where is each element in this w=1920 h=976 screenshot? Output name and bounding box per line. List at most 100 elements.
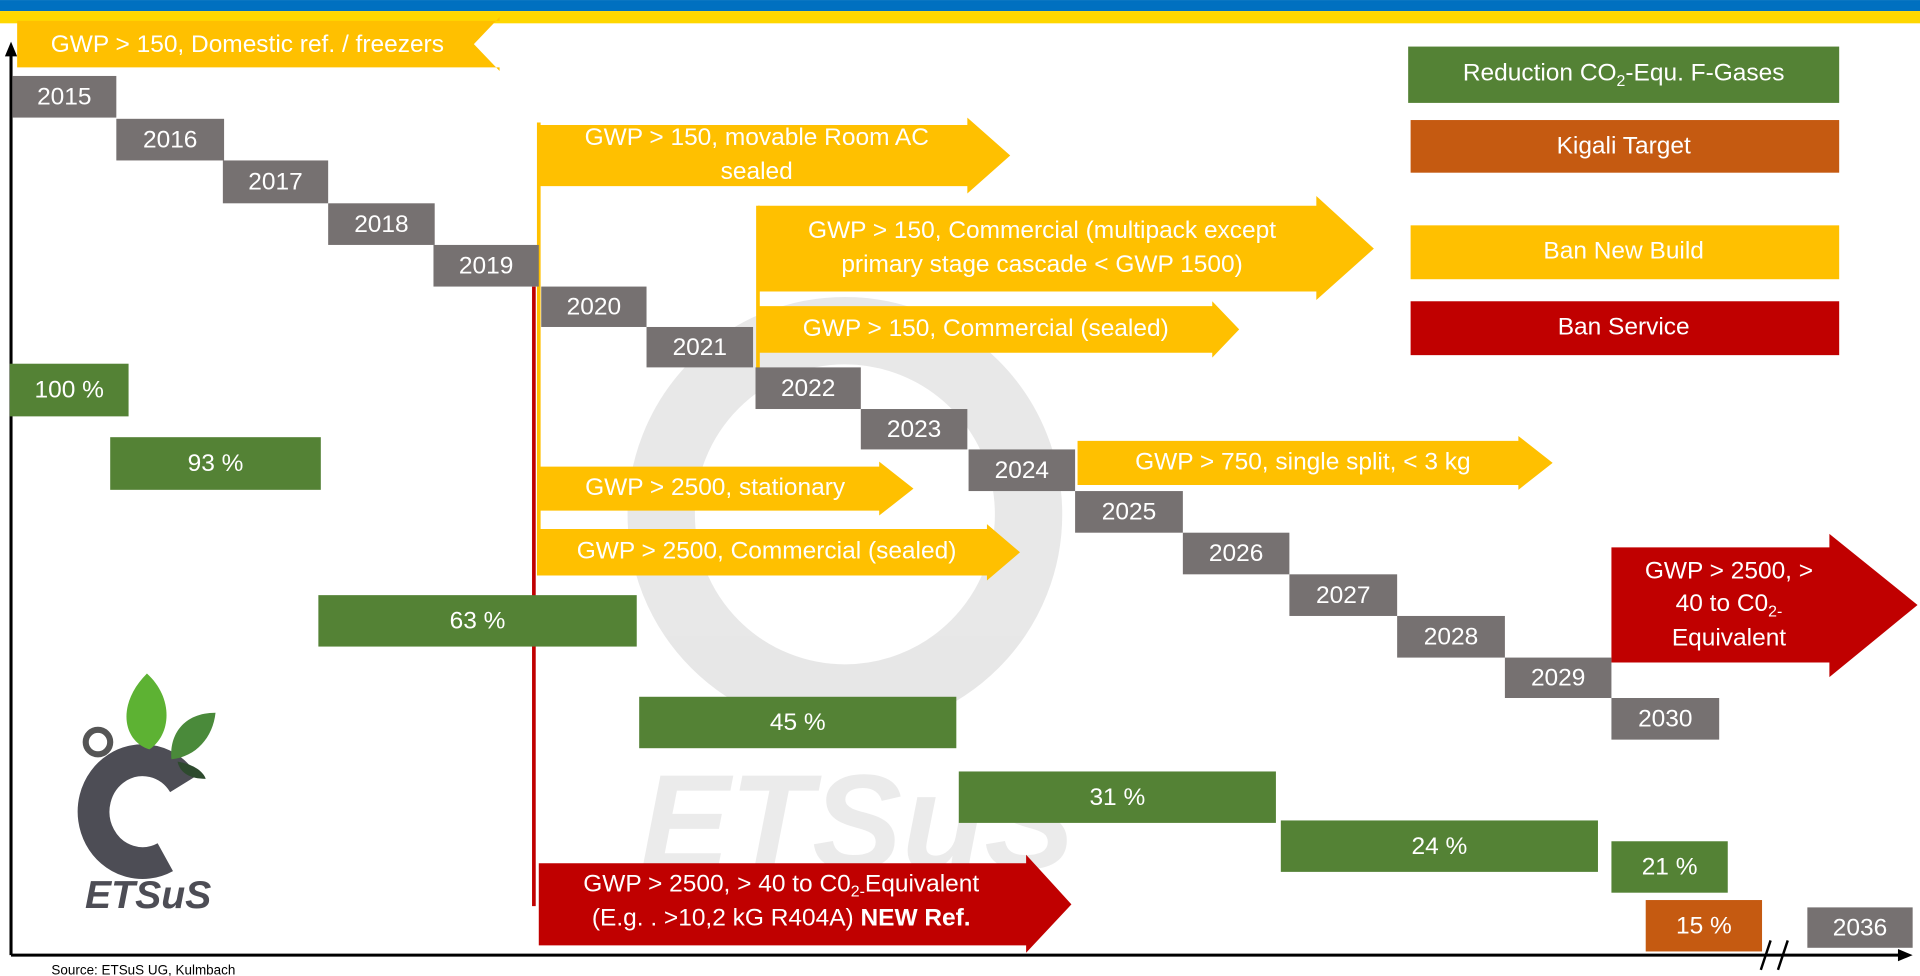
arrow bbox=[538, 854, 1072, 953]
year-box-label: 2029 bbox=[1531, 664, 1585, 691]
year-box-label: 2036 bbox=[1833, 914, 1887, 941]
arrow-text: Equivalent bbox=[1672, 625, 1786, 652]
logo-leaf bbox=[126, 673, 167, 750]
year-box-label: 2016 bbox=[143, 126, 197, 153]
year-box-label: 2020 bbox=[567, 293, 621, 320]
text-subscript: 2 bbox=[1617, 73, 1626, 90]
year-box-label: 2023 bbox=[887, 416, 941, 443]
reduction-box-label: 21 % bbox=[1642, 854, 1698, 881]
arrow bbox=[538, 461, 914, 516]
year-box bbox=[646, 326, 754, 368]
logo-c bbox=[77, 744, 198, 879]
text-subscript: 2- bbox=[851, 884, 865, 901]
year-box bbox=[541, 286, 647, 327]
year-box-label: 2022 bbox=[781, 375, 835, 402]
reduction-box bbox=[110, 437, 321, 490]
year-box bbox=[968, 449, 1076, 492]
text-bold: NEW Ref. bbox=[860, 905, 970, 932]
source: Source: ETSuS UG, Kulmbach bbox=[51, 963, 235, 976]
year-box-label: 2021 bbox=[673, 334, 727, 361]
arrow-text: GWP > 150, Domestic ref. / freezers bbox=[51, 31, 444, 58]
year-box bbox=[860, 409, 968, 450]
reduction-box-label: 93 % bbox=[188, 450, 244, 477]
reduction-box-label: 63 % bbox=[450, 608, 506, 635]
arrow bbox=[538, 117, 1011, 194]
legend-swatch bbox=[1410, 120, 1840, 173]
arrow-text: 40 to C02- bbox=[1676, 590, 1783, 620]
arrow-text: GWP > 750, single split, < 3 kg bbox=[1135, 448, 1471, 475]
logo: ETSuS bbox=[77, 673, 216, 917]
reduction-box-label: 24 % bbox=[1411, 833, 1467, 860]
year-box-label: 2017 bbox=[248, 169, 302, 196]
legend-swatch bbox=[1410, 225, 1840, 280]
axis-break bbox=[1776, 940, 1789, 971]
top-band-blue bbox=[0, 0, 1920, 12]
arrow-text: GWP > 2500, > 40 to C02-Equivalent bbox=[583, 871, 979, 901]
y-axis-head bbox=[4, 41, 18, 57]
year-box bbox=[222, 160, 329, 204]
logo-leaf bbox=[177, 761, 206, 779]
year-box bbox=[12, 75, 117, 118]
kigali-box-label: 15 % bbox=[1676, 912, 1732, 939]
reduction-box bbox=[1280, 820, 1598, 872]
axis-break bbox=[1759, 940, 1772, 971]
year-box-label: 2028 bbox=[1424, 623, 1478, 650]
reduction-box bbox=[9, 363, 129, 417]
arrow-text: GWP > 2500, stationary bbox=[585, 474, 846, 501]
arrow-text: GWP > 150, Commercial (multipack except bbox=[808, 217, 1276, 244]
top-band-yellow bbox=[0, 11, 1920, 24]
logo-text: ETSuS bbox=[85, 874, 211, 917]
arrow bbox=[757, 301, 1240, 358]
text-part: Reduction CO bbox=[1463, 60, 1617, 87]
legend-text: Kigali Target bbox=[1557, 132, 1691, 159]
legend-text: Ban Service bbox=[1558, 314, 1690, 341]
year-box bbox=[1504, 657, 1612, 698]
arrow bbox=[17, 17, 500, 72]
year-box bbox=[1611, 698, 1720, 740]
year-box-label: 2025 bbox=[1102, 499, 1156, 526]
legend-swatch bbox=[1408, 46, 1840, 103]
logo-leaf bbox=[171, 712, 216, 760]
year-box-label: 2015 bbox=[37, 83, 91, 110]
text-part: (E.g. . >10,2 kG R404A) bbox=[592, 905, 861, 932]
legend-swatch bbox=[1410, 301, 1840, 356]
arrow-text: GWP > 150, Commercial (sealed) bbox=[803, 315, 1169, 342]
x-axis-head bbox=[1897, 949, 1913, 962]
arrow-text: GWP > 2500, Commercial (sealed) bbox=[577, 538, 957, 565]
year-box-label: 2027 bbox=[1316, 582, 1370, 609]
arrow-text: primary stage cascade < GWP 1500) bbox=[841, 251, 1242, 278]
arrow bbox=[1611, 533, 1918, 678]
year-box-label: 2019 bbox=[459, 252, 513, 279]
arrow-text: (E.g. . >10,2 kG R404A) NEW Ref. bbox=[592, 905, 971, 932]
year-box bbox=[116, 118, 225, 161]
year-box bbox=[755, 367, 861, 410]
reduction-box bbox=[639, 696, 957, 749]
text-part: -Equ. F-Gases bbox=[1625, 60, 1784, 87]
logo-ring bbox=[82, 726, 114, 758]
year-box-label: 2018 bbox=[354, 211, 408, 238]
arrow-text: sealed bbox=[721, 158, 793, 185]
year-box bbox=[1075, 491, 1183, 533]
year-box bbox=[433, 244, 539, 287]
year-box bbox=[1289, 574, 1398, 616]
text-subscript: 2- bbox=[1768, 603, 1782, 620]
reduction-box bbox=[1611, 841, 1728, 893]
year-box bbox=[328, 203, 435, 245]
arrow bbox=[1077, 435, 1553, 490]
legend-text: Reduction CO2-Equ. F-Gases bbox=[1463, 60, 1785, 90]
year-box bbox=[1397, 615, 1505, 658]
legend-text: Ban New Build bbox=[1543, 238, 1704, 265]
kigali-box bbox=[1645, 900, 1763, 952]
arrow bbox=[757, 195, 1374, 301]
year-box bbox=[1807, 907, 1913, 948]
arrow bbox=[538, 524, 1020, 581]
text-part: GWP > 2500, > 40 to C0 bbox=[583, 871, 851, 898]
reduction-box-label: 31 % bbox=[1089, 784, 1145, 811]
reduction-box bbox=[958, 771, 1276, 823]
reduction-box-label: 100 % bbox=[34, 377, 103, 404]
arrow-text: GWP > 150, movable Room AC bbox=[585, 124, 929, 151]
year-box-label: 2030 bbox=[1638, 706, 1692, 733]
arrow-text: GWP > 2500, > bbox=[1645, 557, 1813, 584]
reduction-box-label: 45 % bbox=[770, 709, 826, 736]
